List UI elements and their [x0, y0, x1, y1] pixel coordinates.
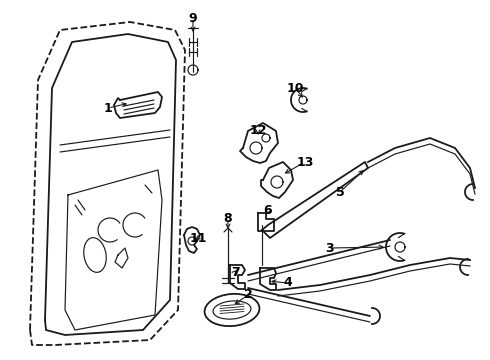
Text: 10: 10 — [286, 81, 304, 95]
Text: 8: 8 — [224, 212, 232, 225]
Text: 4: 4 — [284, 276, 293, 289]
Text: 6: 6 — [264, 203, 272, 216]
Text: 9: 9 — [189, 12, 197, 24]
Text: 3: 3 — [326, 242, 334, 255]
Text: 12: 12 — [249, 123, 267, 136]
Text: 1: 1 — [103, 102, 112, 114]
Text: 2: 2 — [244, 288, 252, 302]
Text: 7: 7 — [231, 266, 240, 279]
Text: 5: 5 — [336, 185, 344, 198]
Text: 11: 11 — [189, 231, 207, 244]
Text: 13: 13 — [296, 156, 314, 168]
